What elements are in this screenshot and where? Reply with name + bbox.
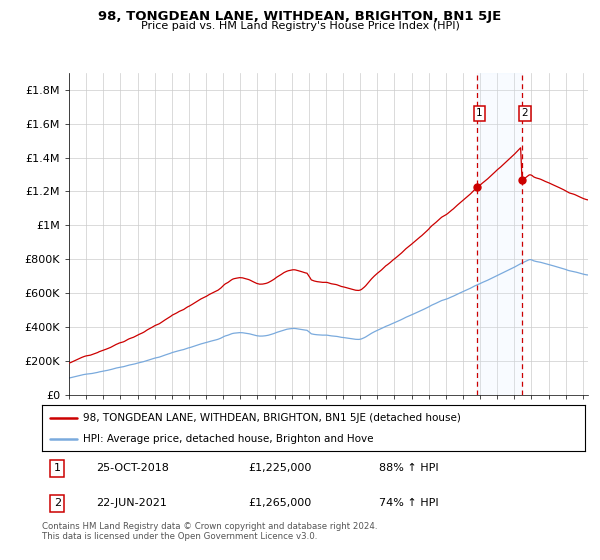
Text: HPI: Average price, detached house, Brighton and Hove: HPI: Average price, detached house, Brig… <box>83 435 373 444</box>
Text: 22-JUN-2021: 22-JUN-2021 <box>97 498 167 508</box>
Text: 74% ↑ HPI: 74% ↑ HPI <box>379 498 438 508</box>
Text: 1: 1 <box>476 109 483 119</box>
Text: Price paid vs. HM Land Registry's House Price Index (HPI): Price paid vs. HM Land Registry's House … <box>140 21 460 31</box>
Text: 98, TONGDEAN LANE, WITHDEAN, BRIGHTON, BN1 5JE: 98, TONGDEAN LANE, WITHDEAN, BRIGHTON, B… <box>98 10 502 23</box>
Text: 2: 2 <box>53 498 61 508</box>
Text: 98, TONGDEAN LANE, WITHDEAN, BRIGHTON, BN1 5JE (detached house): 98, TONGDEAN LANE, WITHDEAN, BRIGHTON, B… <box>83 413 461 423</box>
Text: £1,225,000: £1,225,000 <box>248 464 312 473</box>
Text: 25-OCT-2018: 25-OCT-2018 <box>97 464 169 473</box>
Text: 88% ↑ HPI: 88% ↑ HPI <box>379 464 438 473</box>
Text: Contains HM Land Registry data © Crown copyright and database right 2024.
This d: Contains HM Land Registry data © Crown c… <box>42 522 377 542</box>
Text: £1,265,000: £1,265,000 <box>248 498 311 508</box>
Text: 1: 1 <box>54 464 61 473</box>
Bar <box>477 73 523 395</box>
Text: 2: 2 <box>521 109 528 119</box>
